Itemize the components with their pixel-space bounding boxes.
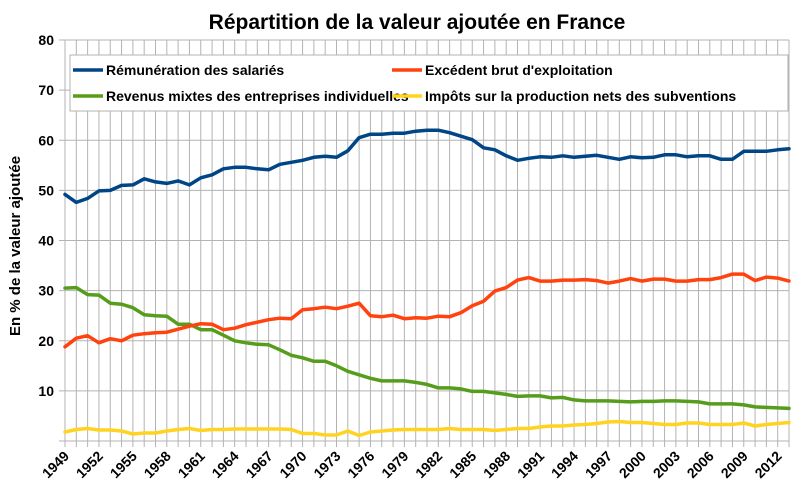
legend-label: Excédent brut d'exploitation	[425, 62, 613, 78]
x-tick-label: 1997	[582, 448, 615, 481]
y-tick-label: 60	[38, 132, 54, 148]
x-tick-label: 1982	[412, 448, 445, 481]
x-tick-label: 2000	[616, 448, 649, 481]
x-tick-label: 1952	[73, 448, 106, 481]
x-tick-label: 1970	[276, 448, 309, 481]
legend-box	[69, 54, 789, 112]
x-tick-label: 1958	[141, 448, 174, 481]
x-tick-label: 2009	[718, 448, 751, 481]
y-tick-label: 50	[38, 182, 54, 198]
x-tick-label: 2003	[650, 448, 683, 481]
y-tick-label: 80	[38, 32, 54, 48]
y-axis-ticks: 10 20 30 40 50 60 70 80	[38, 32, 54, 399]
x-tick-label: 1955	[107, 448, 140, 481]
x-tick-label: 1973	[310, 448, 343, 481]
x-tick-label: 2012	[751, 448, 784, 481]
series-line	[63, 419, 791, 438]
series-group	[63, 128, 791, 438]
x-tick-label: 1967	[242, 448, 275, 481]
x-tick-label: 2006	[684, 448, 717, 481]
x-tick-label: 1976	[344, 448, 377, 481]
y-tick-label: 10	[38, 383, 54, 399]
x-tick-label: 1961	[175, 448, 208, 481]
x-tick-label: 1985	[446, 448, 479, 481]
legend-label: Impôts sur la production nets des subven…	[425, 88, 736, 104]
x-tick-label: 1964	[208, 448, 241, 481]
y-tick-label: 20	[38, 333, 54, 349]
x-axis-ticks: 1949 1952 1955 1958 1961 1964 1967 1970 1973 1976…	[39, 448, 785, 481]
chart-title: Répartition de la valeur ajoutée en Fran…	[209, 11, 626, 34]
x-tick-label: 1979	[378, 448, 411, 481]
legend-label: Revenus mixtes des entreprises individue…	[106, 88, 409, 104]
y-axis-label: En % de la valeur ajoutée	[7, 156, 24, 336]
x-tick-label: 1991	[514, 448, 547, 481]
series-line	[63, 285, 791, 411]
legend: Rémunération des salariés Excédent brut d…	[69, 54, 789, 112]
y-tick-label: 40	[38, 233, 54, 249]
series-line	[63, 128, 791, 205]
x-tick-label: 1949	[39, 448, 72, 481]
legend-label: Rémunération des salariés	[106, 62, 284, 78]
y-tick-label: 30	[38, 283, 54, 299]
x-tick-label: 1994	[548, 448, 581, 481]
y-tick-label: 70	[38, 82, 54, 98]
x-tick-label: 1988	[480, 448, 513, 481]
